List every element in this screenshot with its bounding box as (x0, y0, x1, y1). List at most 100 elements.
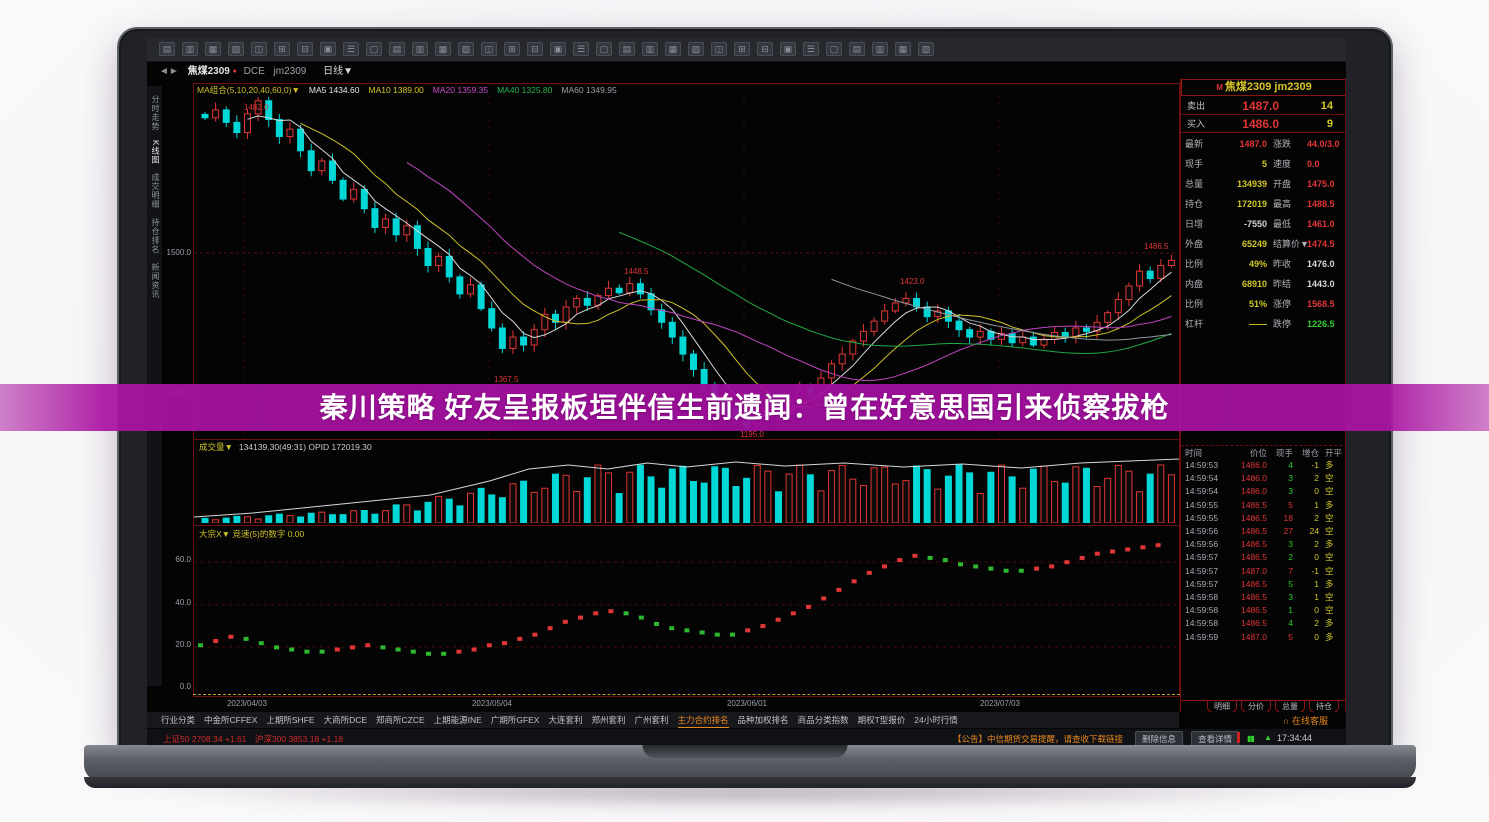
toolbar-icon[interactable]: ⊞ (504, 42, 520, 56)
oscillator-axis-label: 20.0 (175, 640, 191, 649)
toolbar-icon[interactable]: ☰ (803, 42, 819, 56)
toolbar-icon[interactable]: ◫ (251, 42, 267, 56)
svg-text:1482.0: 1482.0 (244, 103, 269, 112)
toolbar-icon[interactable]: ▦ (665, 42, 681, 56)
toolbar-icon[interactable]: ▦ (205, 42, 221, 56)
ma-legend-item: MA20 1359.35 (432, 85, 489, 95)
exchange-tab[interactable]: 行业分类 (161, 715, 196, 725)
quote-detail-row: 外盘 65249 结算价▼ 1474.5 (1185, 239, 1335, 249)
status-button[interactable]: 删除信息 (1135, 731, 1184, 746)
exchange-tab[interactable]: 上期能源INE (433, 715, 482, 725)
contract-name: 焦煤2309 (187, 66, 230, 77)
exchange-tab[interactable]: 广期所GFEX (490, 715, 540, 725)
ma-group-selector[interactable]: MA组合(5,10,20,40,60,0)▼ (197, 85, 300, 95)
toolbar-icon[interactable]: ▥ (182, 42, 198, 56)
signal-bars-icon: ▮▮ (1247, 734, 1255, 743)
quote-tab-1[interactable]: 分价 (1241, 701, 1271, 712)
kd-legend: 大宗X▼ 竞速(5)的数字 0.00 (199, 528, 310, 540)
exchange-tab[interactable]: 广州套利 (634, 715, 669, 725)
exchange-tab[interactable]: 上期所SHFE (266, 715, 315, 725)
exchange-tab[interactable]: 郑商所CZCE (376, 715, 425, 725)
toolbar-icon[interactable]: ▣ (780, 42, 796, 56)
status-button[interactable]: 查看详情 (1191, 731, 1240, 746)
sidebar-item-3[interactable]: 持仓排名 (151, 218, 160, 255)
symbol-nav-arrows-icon[interactable]: ◄► (159, 66, 179, 77)
quote-detail-row: 持仓 172019 最高 1488.5 (1185, 199, 1335, 209)
toolbar-icon[interactable]: ⊞ (274, 42, 290, 56)
marker-dot: ● (232, 68, 237, 75)
toolbar-icon[interactable]: ▤ (389, 42, 405, 56)
price-axis-label: 1500.0 (166, 248, 191, 257)
toolbar-icon[interactable]: ▧ (918, 42, 934, 56)
announcement-link[interactable]: 【公告】中信期货交易提醒，请查收下载链接 (953, 734, 1124, 744)
quote-tab-3[interactable]: 持仓 (1309, 701, 1339, 712)
toolbar-icon[interactable]: ▤ (619, 42, 635, 56)
toolbar-icon[interactable]: ▢ (366, 42, 382, 56)
quote-tab-2[interactable]: 总量 (1275, 701, 1305, 712)
toolbar-icon[interactable]: ⊟ (527, 42, 543, 56)
toolbar-icon[interactable]: ▢ (596, 42, 612, 56)
toolbar-icon[interactable]: ☰ (573, 42, 589, 56)
toolbar-icon[interactable]: ▤ (159, 42, 175, 56)
contract-titlebar: ◄► 焦煤2309 ● DCE jm2309 日线▼ (159, 63, 353, 81)
date-axis-label: 2023/06/01 (726, 699, 768, 708)
online-service-link[interactable]: ∩ 在线客服 (1283, 716, 1328, 726)
exchange-tab[interactable]: 主力合约排名 (677, 715, 729, 728)
toolbar-icon[interactable]: ▦ (895, 42, 911, 56)
toolbar-icon[interactable]: ▣ (320, 42, 336, 56)
volume-indicator-selector[interactable]: 成交量▼ (199, 442, 233, 452)
quote-detail-row: 日增 -7550 最低 1461.0 (1185, 219, 1335, 229)
toolbar-icon[interactable]: ⊞ (734, 42, 750, 56)
oscillator-axis-label: 40.0 (175, 598, 191, 607)
exchange-tab[interactable]: 品种加权排名 (737, 715, 789, 725)
toolbar-icon[interactable]: ▢ (826, 42, 842, 56)
tape-row: 14:59:55 1486.5 5 1 多 (1185, 499, 1334, 510)
toolbar-icon[interactable]: ▧ (458, 42, 474, 56)
toolbar-icon[interactable]: ▧ (688, 42, 704, 56)
toolbar-icon[interactable]: ☰ (343, 42, 359, 56)
exchange-tab[interactable]: 大连套利 (548, 715, 583, 725)
tape-row: 14:59:54 1486.0 3 0 空 (1185, 486, 1334, 497)
toolbar-icon[interactable]: ▦ (435, 42, 451, 56)
toolbar-icon[interactable]: ◫ (711, 42, 727, 56)
toolbar-icon[interactable]: ⊟ (757, 42, 773, 56)
tape-row: 14:59:57 1486.5 5 1 多 (1185, 578, 1334, 589)
sidebar-item-2[interactable]: 成交明细 (151, 173, 160, 210)
toolbar-icon[interactable]: ◫ (481, 42, 497, 56)
quote-detail-row: 比例 49% 昨收 1476.0 (1185, 259, 1335, 269)
quote-tab-0[interactable]: 明细 (1207, 701, 1237, 712)
kd-indicator-selector[interactable]: 大宗X▼ 竞速(5)的数字 0.00 (199, 529, 305, 539)
exchange-tab[interactable]: 24小时行情 (914, 715, 958, 725)
quote-panel-header: M 焦煤2309 jm2309 (1181, 79, 1345, 96)
exchange-tab[interactable]: 商品分类指数 (797, 715, 849, 725)
toolbar-icon[interactable]: ▥ (872, 42, 888, 56)
sidebar-item-0[interactable]: 分时走势 (151, 95, 160, 131)
exchange-tab[interactable]: 大商所DCE (323, 715, 368, 725)
date-axis-label: 2023/07/03 (979, 699, 1021, 708)
exchange-tab[interactable]: 期权T型报价 (857, 715, 906, 725)
ask-row[interactable]: 卖出 1487.0 14 (1181, 97, 1345, 115)
main-contract-flag: M (1216, 83, 1223, 92)
tape-row: 14:59:58 1486.5 4 2 多 (1185, 618, 1334, 629)
status-buttons: 删除信息 查看详情 (1135, 731, 1240, 746)
toolbar-icon[interactable]: ⊟ (297, 42, 313, 56)
bid-row[interactable]: 买入 1486.0 9 (1181, 115, 1345, 133)
oscillator-axis-label: 0.0 (179, 682, 191, 691)
connection-indicator (1237, 732, 1240, 743)
period-selector[interactable]: 日线▼ (323, 66, 354, 77)
contract-code: jm2309 (273, 66, 307, 77)
tape-row: 14:59:56 1486.5 27 24 空 (1185, 526, 1334, 536)
toolbar-icon[interactable]: ▤ (849, 42, 865, 56)
sidebar-item-4[interactable]: 新闻资讯 (151, 263, 160, 300)
volume-chart[interactable] (194, 455, 1179, 523)
exchange-tab[interactable]: 郑州套利 (591, 715, 626, 725)
toolbar-icon[interactable]: ▧ (228, 42, 244, 56)
toolbar-icon[interactable]: ▣ (550, 42, 566, 56)
ma-legend-item: MA5 1434.60 (308, 85, 360, 95)
tape-row: 14:59:58 1486.5 1 0 空 (1185, 605, 1334, 616)
toolbar-icon[interactable]: ▥ (642, 42, 658, 56)
exchange-tab[interactable]: 中金所CFFEX (204, 715, 258, 725)
sidebar-item-1[interactable]: K线图 (151, 140, 160, 165)
oscillator-chart[interactable] (194, 540, 1179, 692)
toolbar-icon[interactable]: ▥ (412, 42, 428, 56)
